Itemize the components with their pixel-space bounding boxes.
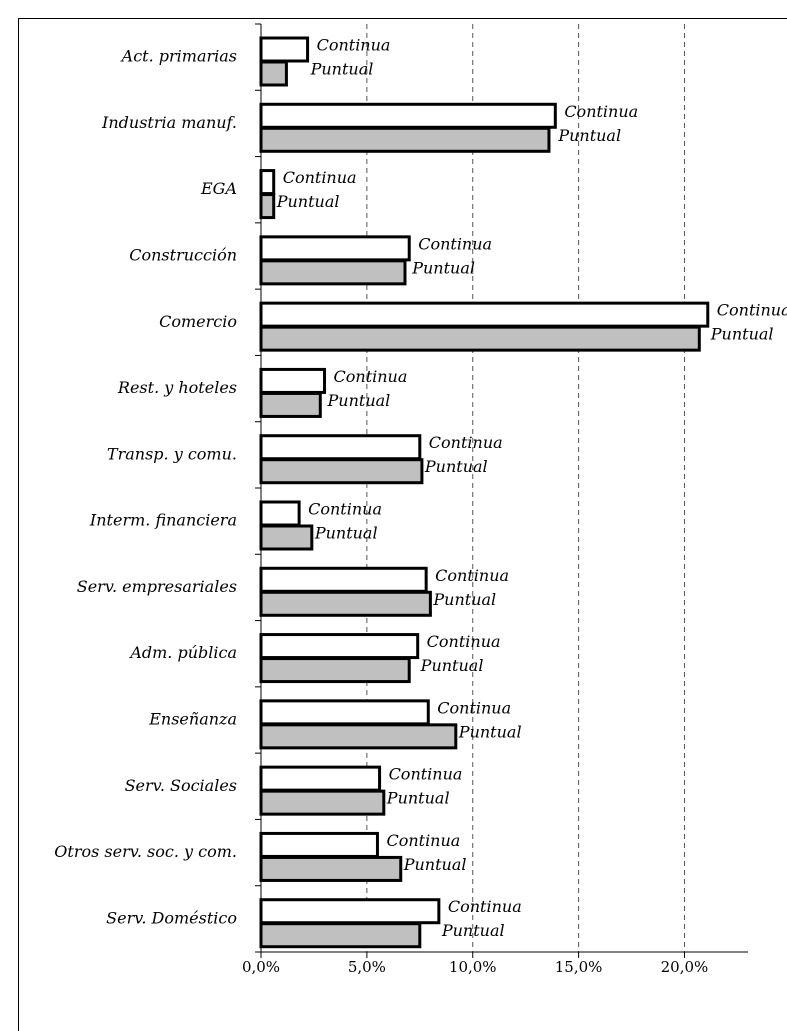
x-tick-label: 10,0% [449,958,497,976]
y-tick-label: Otros serv. soc. y com. [54,842,237,861]
bar [259,367,327,394]
bar-label: Puntual [424,457,488,476]
bar-label: Puntual [441,921,505,940]
y-tick-label: Rest. y hoteles [117,378,237,397]
bar-label: Puntual [327,391,391,410]
bar-label: Continua [435,566,509,585]
y-tick-label: Transp. y comu. [107,444,237,463]
bar-label: Puntual [411,258,475,277]
x-tick-label: 20,0% [661,958,709,976]
y-tick-label: Comercio [159,312,237,331]
bar-label: Puntual [557,126,621,145]
bar-label: Continua [564,102,638,121]
y-tick-label: Industria manuf. [101,113,237,132]
bar [259,391,322,418]
bar [259,259,407,286]
bar [259,325,701,352]
x-tick-label: 15,0% [555,958,603,976]
bar-label: Continua [427,632,501,651]
bar [259,193,276,220]
bar [259,855,403,882]
y-tick-label: EGA [200,179,237,198]
x-tick-label: 0,0% [242,958,280,976]
bar-label: Puntual [314,524,378,543]
bar [259,566,428,593]
bar [259,633,420,660]
bar [259,657,411,684]
y-tick-label: Act. primarias [120,47,237,66]
y-tick-label: Serv. Doméstico [106,908,237,927]
y-tick-label: Enseñanza [148,710,237,729]
bar-label: Puntual [276,192,340,211]
bar-label: Continua [283,168,357,187]
bar [259,102,557,129]
bar [259,699,430,726]
bar [259,235,411,262]
bar-label: Continua [437,698,511,717]
bar [259,434,422,461]
bar-label: Puntual [403,855,467,874]
bar-label: Puntual [386,789,450,808]
bar [259,922,422,949]
bar [259,590,432,617]
bar [259,301,710,328]
bar-label: Continua [386,831,460,850]
frame [18,18,787,1031]
bar-label: Continua [308,500,382,519]
bar-label: Continua [429,433,503,452]
y-tick-label: Serv. empresariales [77,577,237,596]
bar-label: Puntual [310,60,374,79]
bar-label: Continua [334,367,408,386]
bar [259,898,441,925]
bar-label: Continua [389,765,463,784]
bar [259,723,458,750]
bar [259,765,382,792]
bar [259,524,314,551]
bar [259,126,551,153]
bar [259,169,276,196]
bar [259,36,310,63]
bar-label: Continua [717,301,787,320]
bar [259,60,288,87]
bar-label: Puntual [420,656,484,675]
bar-label: Continua [448,897,522,916]
y-tick-label: Serv. Sociales [125,776,237,795]
bar [259,500,301,527]
bar-label: Continua [317,36,391,55]
bar-label: Puntual [432,590,496,609]
bar-label: Continua [418,234,492,253]
bar-label: Puntual [710,325,774,344]
y-tick-label: Adm. pública [128,643,237,662]
bar [259,831,379,858]
bar-label: Puntual [458,722,522,741]
y-tick-label: Construcción [129,246,237,265]
bar [259,458,424,485]
y-tick-label: Interm. financiera [89,511,237,530]
x-tick-label: 5,0% [348,958,386,976]
bar [259,789,386,816]
